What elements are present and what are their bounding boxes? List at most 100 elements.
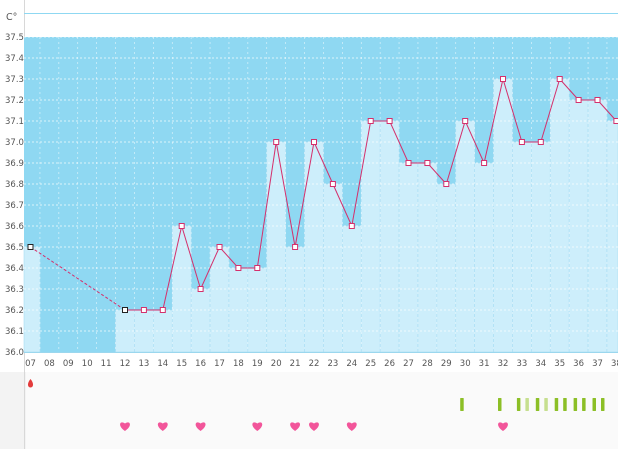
x-tick-label: 20: [271, 359, 282, 369]
test-result-bar: [573, 398, 578, 411]
test-result-bar: [601, 398, 605, 411]
y-tick-label: 36.3: [5, 285, 24, 295]
x-tick-label: 10: [82, 359, 93, 369]
x-tick-label: 32: [498, 359, 509, 369]
estimated-temperature-point[interactable]: [27, 244, 34, 250]
temperature-point[interactable]: [254, 265, 261, 271]
temperature-point[interactable]: [140, 307, 147, 313]
x-tick-label: 21: [290, 359, 301, 369]
temperature-point[interactable]: [311, 139, 317, 145]
x-tick-label: 22: [309, 359, 320, 369]
temperature-line-segment: [502, 78, 523, 143]
x-tick-label: 30: [460, 359, 471, 369]
y-tick-label: 36.9: [5, 159, 24, 169]
marker-panel-gutter: [0, 372, 26, 449]
temperature-line-segment: [200, 246, 220, 290]
temperature-line-segment: [162, 225, 183, 311]
temperature-point[interactable]: [235, 265, 242, 271]
x-tick-label: 27: [403, 359, 414, 369]
test-result-bar: [563, 398, 567, 411]
temperature-bar: [455, 120, 475, 353]
temperature-point[interactable]: [329, 181, 336, 187]
temperature-point[interactable]: [424, 160, 431, 166]
temperature-line-gap: [30, 246, 126, 311]
temperature-point[interactable]: [537, 139, 544, 145]
temperature-bar: [417, 162, 438, 353]
temperature-point[interactable]: [367, 118, 374, 124]
heart-icon: [309, 422, 319, 431]
x-tick-label: 33: [516, 359, 527, 369]
x-tick-label: 18: [233, 359, 244, 369]
x-tick-label: 37: [592, 359, 603, 369]
x-tick-label: 19: [252, 359, 263, 369]
y-tick-label: 37.5: [5, 33, 24, 43]
green-bar-markers: [460, 398, 605, 411]
temperature-line-segment: [445, 120, 466, 185]
temperature-bar: [474, 162, 494, 353]
temperature-line-segment: [389, 120, 409, 164]
period-drop-icon: [27, 379, 34, 388]
temperature-point[interactable]: [292, 244, 299, 250]
temperature-point[interactable]: [216, 244, 223, 250]
temperature-point[interactable]: [613, 118, 618, 124]
x-tick-label: 34: [535, 359, 546, 369]
x-tick-label: 08: [44, 359, 55, 369]
y-tick-label: 37.1: [5, 117, 24, 127]
temperature-point[interactable]: [405, 160, 412, 166]
x-tick-label: 11: [101, 359, 112, 369]
y-tick-label: 36.2: [5, 306, 24, 316]
x-tick-label: 31: [479, 359, 490, 369]
x-tick-label: 14: [157, 359, 168, 369]
y-tick-label: 37.2: [5, 96, 24, 106]
temperature-point[interactable]: [500, 76, 506, 82]
temperature-bar: [606, 120, 618, 353]
temperature-point[interactable]: [594, 97, 601, 103]
grid-group: [24, 36, 618, 352]
test-result-bar: [592, 398, 596, 411]
y-tick-label: 36.7: [5, 201, 24, 211]
temperature-point[interactable]: [481, 160, 488, 166]
temperature-line-segment: [464, 120, 485, 164]
estimated-temperature-point[interactable]: [122, 307, 128, 313]
temperature-bar: [398, 162, 419, 353]
temperature-point[interactable]: [443, 181, 450, 187]
temperature-bar: [285, 246, 305, 353]
temperature-point[interactable]: [178, 223, 185, 229]
y-tick-label: 37.4: [5, 54, 24, 64]
temperature-point[interactable]: [386, 118, 393, 124]
intercourse-markers: [120, 422, 508, 431]
x-tick-label: 28: [422, 359, 433, 369]
heart-icon: [195, 422, 206, 431]
temperature-point[interactable]: [518, 139, 525, 145]
temperature-bar: [23, 246, 41, 353]
temperature-line-segment: [597, 99, 617, 122]
temperature-line-segment: [540, 78, 561, 143]
x-tick-label: 35: [554, 359, 565, 369]
temperature-line-segment: [181, 225, 202, 290]
x-tick-label: 29: [441, 359, 452, 369]
test-result-bar: [525, 398, 529, 411]
temperature-point[interactable]: [462, 118, 469, 124]
y-tick-labels: 36.0 36.1 36.2 36.3 36.4 36.5 36.6 36.7 36.8 36.9…: [5, 33, 24, 358]
temperature-point[interactable]: [348, 223, 355, 229]
x-tick-label: 12: [120, 359, 131, 369]
temperature-point[interactable]: [159, 307, 166, 313]
x-tick-label: 09: [63, 359, 74, 369]
y-tick-label: 36.0: [5, 348, 24, 358]
temperature-point[interactable]: [556, 76, 563, 82]
temperature-line-segment: [351, 120, 372, 227]
x-tick-labels: 07 08 09 10 11 12 13 14 15 16 17 18 19 20 21 22 23 24 25 26…: [25, 359, 618, 369]
temperature-points: [27, 76, 618, 313]
temperature-bar: [549, 78, 570, 353]
marker-panel: [26, 372, 618, 449]
x-tick-label: 24: [346, 359, 357, 369]
test-result-bar: [554, 398, 559, 411]
temperature-bar: [190, 288, 211, 353]
test-result-bar: [544, 398, 548, 411]
x-tick-label: 17: [214, 359, 225, 369]
temperature-point[interactable]: [197, 286, 204, 292]
temperature-point[interactable]: [273, 139, 280, 145]
temperature-point[interactable]: [575, 97, 582, 103]
